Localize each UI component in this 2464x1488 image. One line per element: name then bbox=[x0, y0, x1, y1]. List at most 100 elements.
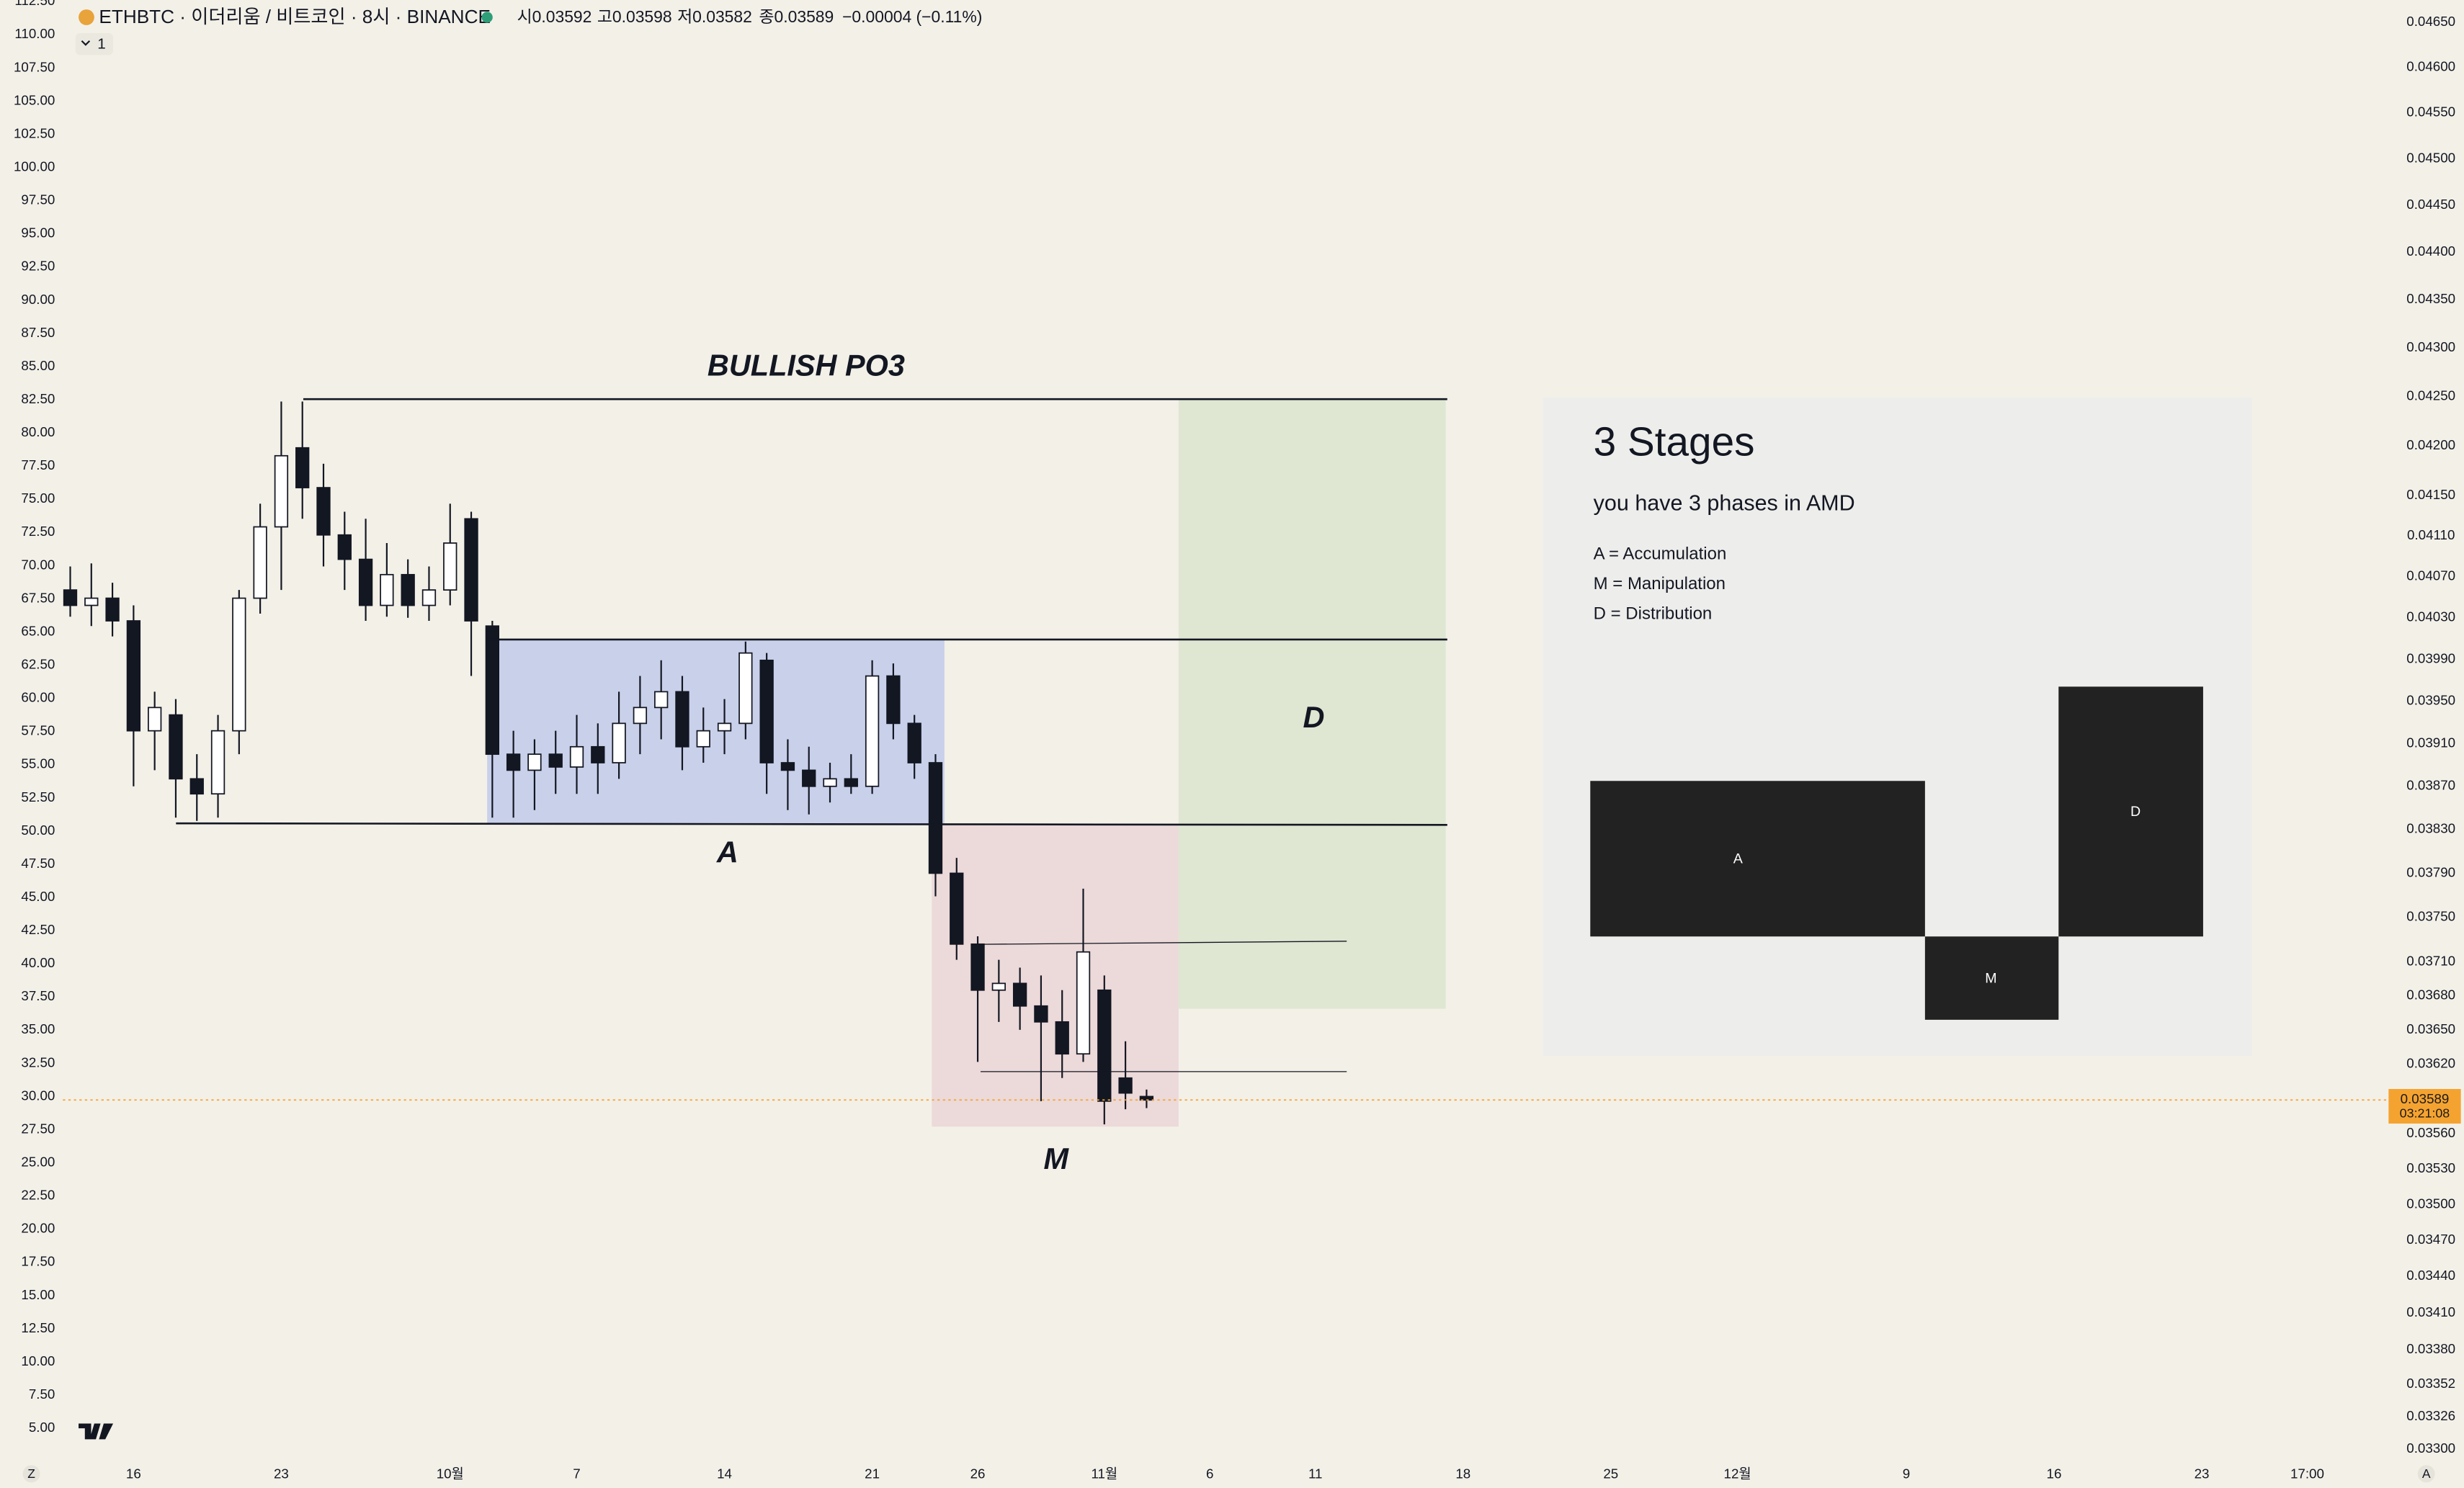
candle-body bbox=[633, 707, 648, 725]
panel-subtitle: you have 3 phases in AMD bbox=[1594, 490, 1855, 515]
x-tick-label: 21 bbox=[865, 1466, 880, 1481]
y2-tick-label: 0.03650 bbox=[2406, 1021, 2455, 1036]
overlay: BULLISH PO3 A M D 3 Stages you have 3 ph… bbox=[22, 6, 2461, 1483]
last-price-label: 0.03589 bbox=[2401, 1091, 2450, 1106]
y2-tick-label: 0.03380 bbox=[2406, 1341, 2455, 1356]
candle-body bbox=[612, 722, 626, 763]
y2-tick-label: 0.04500 bbox=[2406, 150, 2455, 165]
legend-value: 시0.03592 bbox=[517, 7, 592, 26]
y-tick-label: 107.50 bbox=[14, 59, 55, 74]
stage-block bbox=[1924, 936, 2059, 1020]
y2-tick-label: 0.03870 bbox=[2406, 778, 2455, 793]
y-tick-label: 10.00 bbox=[21, 1353, 55, 1368]
y-tick-label: 35.00 bbox=[21, 1021, 55, 1036]
candle-body bbox=[148, 707, 162, 732]
legend-value: 저0.03582 bbox=[677, 7, 752, 26]
y2-tick-label: 0.04150 bbox=[2406, 487, 2455, 502]
x-tick-label: 14 bbox=[717, 1466, 732, 1481]
y2-tick-label: 0.03910 bbox=[2406, 735, 2455, 750]
y2-tick-label: 0.04070 bbox=[2406, 568, 2455, 583]
candle-body bbox=[1076, 951, 1091, 1055]
candle-body bbox=[569, 745, 584, 768]
y2-tick-label: 0.04550 bbox=[2406, 104, 2455, 120]
y-tick-label: 65.00 bbox=[21, 623, 55, 638]
y2-tick-label: 0.04300 bbox=[2406, 339, 2455, 354]
x-tick-label: 18 bbox=[1455, 1466, 1470, 1481]
y-tick-label: 12.50 bbox=[21, 1320, 55, 1335]
candle-body bbox=[169, 714, 183, 780]
candle-body bbox=[380, 573, 394, 606]
y2-tick-label: 0.03500 bbox=[2406, 1196, 2455, 1211]
stage-block bbox=[2058, 686, 2203, 937]
y2-tick-label: 0.03530 bbox=[2406, 1160, 2455, 1175]
y-tick-label: 72.50 bbox=[21, 524, 55, 539]
accumulation-low-line bbox=[176, 822, 1447, 826]
y-tick-label: 42.50 bbox=[21, 922, 55, 937]
y-tick-label: 100.00 bbox=[14, 158, 55, 174]
candle-body bbox=[1118, 1077, 1133, 1094]
y-tick-label: 85.00 bbox=[21, 358, 55, 373]
legend-value: 고0.03598 bbox=[597, 7, 672, 26]
timezone-button-label: Z bbox=[27, 1466, 35, 1481]
candle-body bbox=[696, 730, 710, 748]
y2-tick-label: 0.04600 bbox=[2406, 58, 2455, 73]
y-tick-label: 80.00 bbox=[21, 424, 55, 439]
indicator-count: 1 bbox=[97, 36, 106, 53]
axes: 112.50110.00107.50105.00102.50100.0097.5… bbox=[14, 0, 2455, 1481]
y2-tick-label: 0.03710 bbox=[2406, 954, 2455, 969]
level-line bbox=[981, 941, 1347, 945]
x-tick-label: 26 bbox=[970, 1466, 986, 1481]
y2-tick-label: 0.03750 bbox=[2406, 909, 2455, 924]
y-tick-label: 40.00 bbox=[21, 955, 55, 970]
candle-body bbox=[950, 872, 964, 945]
y-tick-label: 87.50 bbox=[21, 325, 55, 340]
y2-tick-label: 0.03470 bbox=[2406, 1232, 2455, 1247]
candle-body bbox=[274, 454, 289, 528]
y-tick-label: 105.00 bbox=[14, 92, 55, 107]
indicator-toggle[interactable] bbox=[75, 32, 114, 55]
y2-tick-label: 0.03990 bbox=[2406, 650, 2455, 665]
last-price-tag bbox=[2388, 1088, 2461, 1124]
x-tick-label: 16 bbox=[126, 1466, 141, 1481]
x-tick-label: 25 bbox=[1603, 1466, 1618, 1481]
y-tick-label: 27.50 bbox=[21, 1121, 55, 1136]
y2-tick-label: 0.03410 bbox=[2406, 1304, 2455, 1319]
candle-body bbox=[401, 573, 415, 606]
countdown-label: 03:21:08 bbox=[2400, 1106, 2450, 1121]
y2-tick-label: 0.04650 bbox=[2406, 14, 2455, 29]
candle-body bbox=[358, 558, 373, 606]
stage-label: A bbox=[1733, 851, 1744, 867]
y-tick-label: 7.50 bbox=[29, 1386, 55, 1402]
candle-body bbox=[844, 778, 858, 787]
y2-tick-label: 0.03300 bbox=[2406, 1440, 2455, 1456]
logo bbox=[79, 1423, 114, 1440]
zones bbox=[487, 397, 2252, 1127]
timezone-button[interactable] bbox=[22, 1465, 40, 1483]
y2-tick-label: 0.03680 bbox=[2406, 987, 2455, 1003]
y-tick-label: 110.00 bbox=[14, 26, 55, 41]
panel-line: M = Manipulation bbox=[1594, 574, 1726, 593]
y2-tick-label: 0.04030 bbox=[2406, 609, 2455, 624]
candle-body bbox=[907, 722, 921, 763]
candle-body bbox=[970, 943, 985, 991]
legend-value: 종0.03589 bbox=[759, 7, 834, 26]
candle-body bbox=[886, 675, 901, 725]
y-tick-label: 67.50 bbox=[21, 590, 55, 605]
candle-body bbox=[464, 518, 478, 622]
panel-title: 3 Stages bbox=[1594, 419, 1755, 465]
y2-tick-label: 0.03950 bbox=[2406, 693, 2455, 708]
y-tick-label: 32.50 bbox=[21, 1054, 55, 1070]
y2-tick-label: 0.03790 bbox=[2406, 864, 2455, 879]
x-tick-label: 10월 bbox=[437, 1466, 464, 1481]
annotation-title: BULLISH PO3 bbox=[707, 348, 905, 382]
symbol-icon bbox=[79, 9, 94, 25]
y2-tick-label: 0.03830 bbox=[2406, 821, 2455, 836]
y2-tick-label: 0.03560 bbox=[2406, 1125, 2455, 1140]
auto-scale-button[interactable] bbox=[2417, 1465, 2435, 1483]
x-tick-label: 17:00 bbox=[2290, 1466, 2324, 1481]
auto-scale-button-label: A bbox=[2422, 1466, 2431, 1481]
stage-label: D bbox=[2130, 804, 2141, 820]
candle-body bbox=[823, 778, 837, 787]
candle-body bbox=[210, 730, 226, 795]
